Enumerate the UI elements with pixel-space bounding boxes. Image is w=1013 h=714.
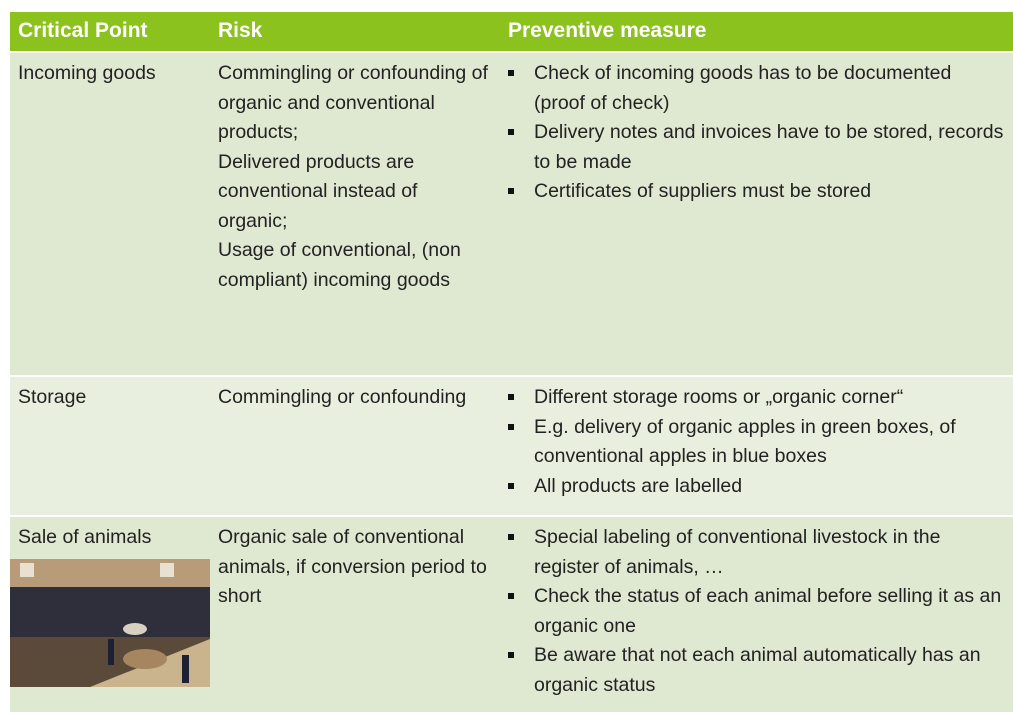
risk-cell: Organic sale of conventional animals, if… [210,517,500,712]
measure-cell: Check of incoming goods has to be docume… [500,53,1013,375]
measure-item: Check of incoming goods has to be docume… [508,59,1005,118]
measure-item: Different storage rooms or „organic corn… [508,383,1005,413]
measure-item: Certificates of suppliers must be stored [508,177,1005,207]
table-row: Storage Commingling or confounding Differe… [10,377,1013,515]
risk-text: Commingling or confounding of organic an… [218,62,488,143]
measure-cell: Special labeling of conventional livesto… [500,517,1013,712]
header-cell: Preventive measure [500,12,1013,51]
risk-text: Organic sale of conventional animals, if… [218,526,487,607]
table-row: Sale of animals Organic sale of conventio… [10,517,1013,712]
critical-point: Incoming goods [18,62,156,84]
measure-item: All products are labelled [508,472,1005,502]
header-cell: Risk [210,12,500,51]
risk-text: Usage of conventional, (non compliant) i… [218,239,461,291]
table: Critical Point Risk Preventive measure I… [10,10,1013,714]
risk-text: Delivered products are conventional inst… [218,150,418,232]
measure-list: Check of incoming goods has to be docume… [508,59,1005,207]
measure-item: Check the status of each animal before s… [508,582,1005,641]
point-cell: Incoming goods [10,53,210,375]
measure-list: Different storage rooms or „organic corn… [508,383,1005,501]
page: Critical Point Risk Preventive measure I… [10,12,1013,712]
point-cell: Sale of animals [10,517,210,712]
table-row: Incoming goods Commingling or confounding… [10,53,1013,375]
critical-point: Sale of animals [18,526,152,548]
measure-item: Be aware that not each animal automatica… [508,641,1005,700]
measure-item: E.g. delivery of organic apples in green… [508,413,1005,472]
risk-cell: Commingling or confounding of organic an… [210,53,500,375]
risk-text: Commingling or confounding [218,386,467,408]
point-cell: Storage [10,377,210,515]
risk-cell: Commingling or confounding [210,377,500,515]
measure-item: Delivery notes and invoices have to be s… [508,118,1005,177]
header-row: Critical Point Risk Preventive measure [10,12,1013,51]
measure-cell: Different storage rooms or „organic corn… [500,377,1013,515]
measure-item: Special labeling of conventional livesto… [508,523,1005,582]
photo [10,558,210,687]
table-body: Incoming goods Commingling or confounding… [10,53,1013,712]
measure-list: Special labeling of conventional livesto… [508,523,1005,700]
header-cell: Critical Point [10,12,210,51]
critical-point: Storage [18,386,87,408]
